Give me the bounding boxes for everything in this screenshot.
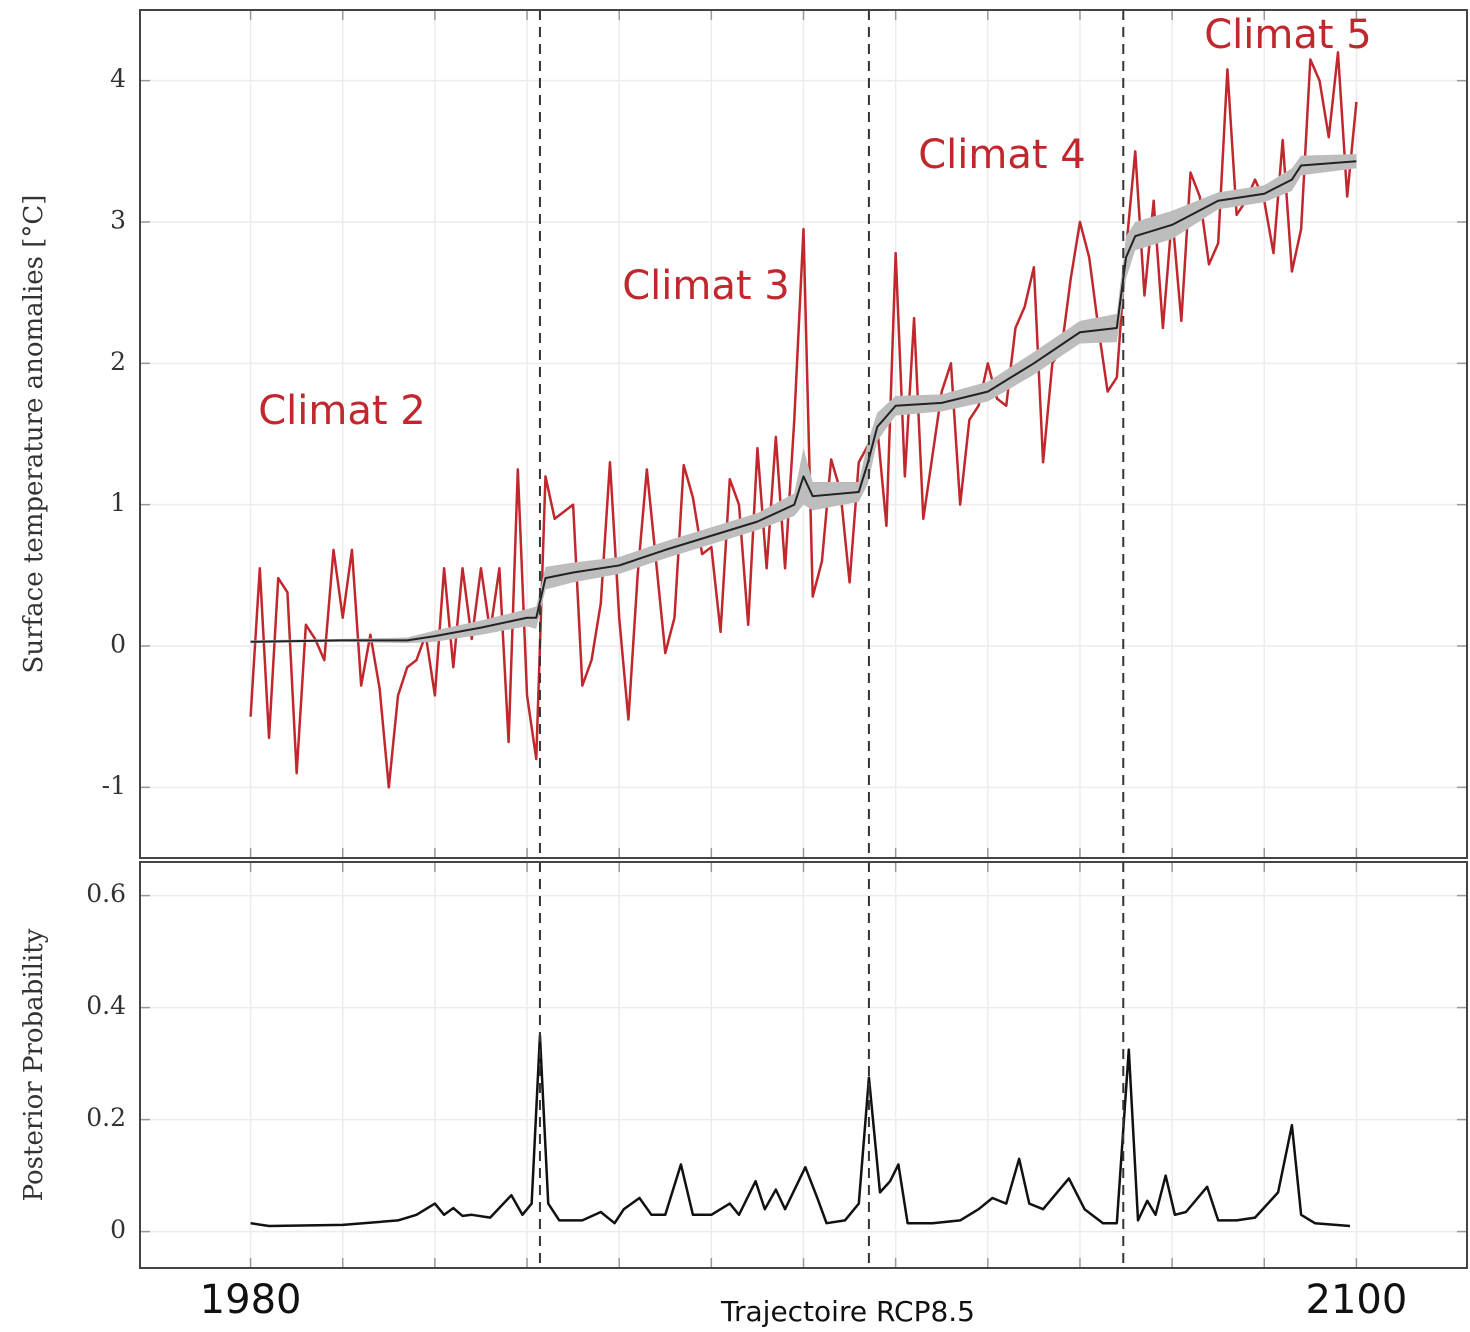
y-tick-label: 1 [110,488,126,517]
plot-frame [139,9,1468,859]
y-axis-label: Posterior Probability [19,928,49,1201]
y-tick-label: 0.4 [86,991,126,1020]
annotation: Climat 2 [258,388,425,434]
annotation: Climat 3 [622,263,789,309]
y-tick-label: 0.6 [86,879,126,908]
y-axis-label: Surface temperature anomalies [°C] [19,195,49,674]
y-tick-label: -1 [102,771,126,800]
y-tick-label: 3 [110,206,126,235]
annotation: Climat 4 [918,132,1085,178]
y-tick-label: 0 [110,630,126,659]
x-tick-label: 2100 [1306,1277,1408,1323]
uncertainty-band [250,154,1357,644]
plot-frame [139,861,1468,1269]
y-tick-label: 4 [110,64,126,93]
data-line [250,160,1357,643]
y-tick-label: 0.2 [86,1103,126,1132]
data-line [250,1034,1351,1228]
y-tick-label: 2 [110,347,126,376]
y-tick-label: 0 [110,1215,126,1244]
x-tick-label: 1980 [200,1277,302,1323]
x-axis-label: Trajectoire RCP8.5 [720,1295,975,1328]
annotation: Climat 5 [1204,12,1371,58]
